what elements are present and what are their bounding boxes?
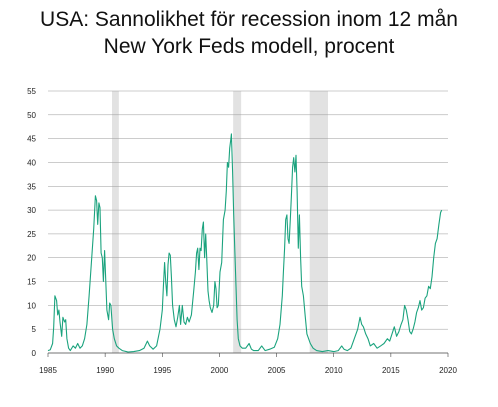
- x-tick-label-1985: 1985: [39, 366, 57, 375]
- y-tick-label-50: 50: [27, 111, 36, 120]
- gridlines-group: [48, 90, 448, 354]
- x-tick-label-1995: 1995: [153, 366, 171, 375]
- y-tick-label-45: 45: [27, 135, 36, 144]
- recession-shade-1: [233, 91, 242, 353]
- y-tick-label-55: 55: [27, 87, 36, 96]
- series-group: [47, 133, 443, 353]
- recession-shade-0: [112, 91, 119, 353]
- x-axis-group: 1985 1990 1995 2000 2005 2010 2015 2020: [39, 353, 457, 375]
- y-tick-label-35: 35: [27, 182, 36, 191]
- chart-subtitle: New York Feds modell, procent: [103, 35, 395, 58]
- y-tick-label-10: 10: [27, 301, 36, 310]
- x-tick-label-2015: 2015: [382, 366, 400, 375]
- series-line-0: [47, 133, 443, 353]
- y-tick-label-20: 20: [27, 254, 36, 263]
- y-tick-label-0: 0: [32, 349, 37, 358]
- y-tick-label-30: 30: [27, 206, 36, 215]
- y-tick-label-25: 25: [27, 230, 36, 239]
- x-tick-label-1990: 1990: [96, 366, 114, 375]
- chart-title: USA: Sannolikhet för recession inom 12 m…: [40, 8, 458, 31]
- y-axis-group: 0 5 10 15 20 25 30 35 40 45 50 55: [27, 87, 36, 358]
- recession-shading-group: [112, 91, 328, 353]
- recession-shade-2: [309, 91, 328, 353]
- y-tick-label-15: 15: [27, 278, 36, 287]
- x-tick-label-2020: 2020: [439, 366, 457, 375]
- x-tick-label-2000: 2000: [211, 366, 229, 375]
- y-tick-label-40: 40: [27, 158, 36, 167]
- x-tick-label-2010: 2010: [325, 366, 343, 375]
- x-tick-label-2005: 2005: [268, 366, 286, 375]
- y-tick-label-5: 5: [32, 325, 37, 334]
